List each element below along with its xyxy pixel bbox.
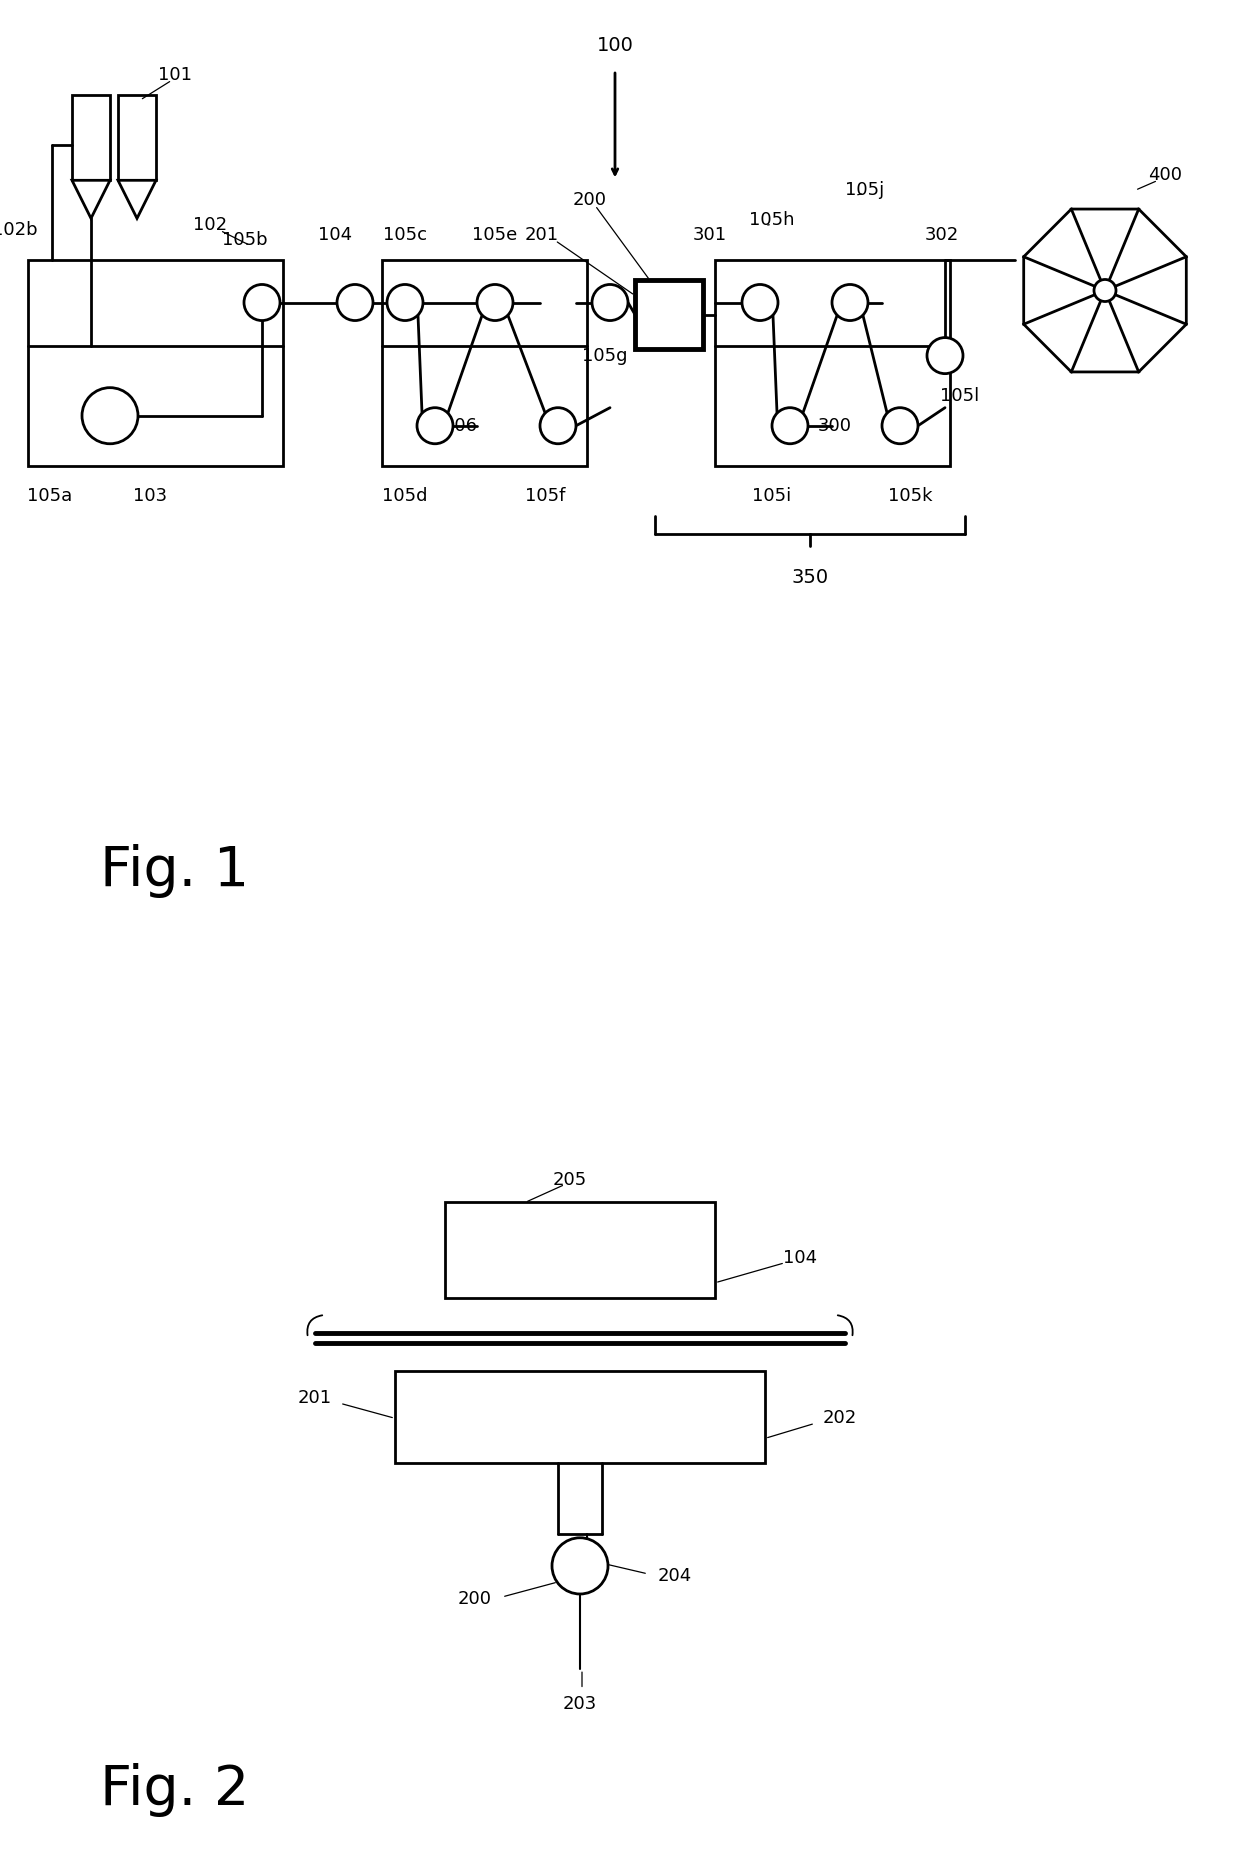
Text: 205: 205 [553, 1171, 587, 1189]
Text: 104: 104 [782, 1248, 817, 1267]
Text: 105b: 105b [222, 232, 268, 249]
Circle shape [928, 338, 963, 373]
Polygon shape [72, 180, 110, 219]
Bar [382, 260, 587, 466]
Polygon shape [118, 180, 156, 219]
Text: Fig. 2: Fig. 2 [100, 1762, 249, 1816]
Circle shape [773, 408, 808, 443]
Text: 105l: 105l [940, 386, 980, 404]
Text: 201: 201 [525, 226, 559, 245]
Text: 301: 301 [693, 226, 727, 245]
Circle shape [387, 284, 423, 321]
Text: 105e: 105e [472, 226, 517, 245]
Text: 103: 103 [133, 486, 167, 505]
Bar [29, 260, 283, 466]
Text: Fig. 1: Fig. 1 [100, 844, 249, 898]
Circle shape [1094, 280, 1116, 302]
Circle shape [417, 408, 453, 443]
Text: 105k: 105k [888, 486, 932, 505]
Circle shape [591, 284, 627, 321]
Bar [635, 280, 703, 349]
Circle shape [337, 284, 373, 321]
Text: 202: 202 [823, 1410, 857, 1426]
Text: 203: 203 [563, 1695, 598, 1714]
Text: 105d: 105d [382, 486, 428, 505]
Text: 201: 201 [298, 1389, 332, 1408]
Text: 106: 106 [443, 417, 477, 434]
Text: 350: 350 [791, 568, 828, 588]
Text: 105c: 105c [383, 226, 427, 245]
Text: 302: 302 [925, 226, 959, 245]
Circle shape [244, 284, 280, 321]
Bar [72, 95, 110, 180]
Text: 200: 200 [573, 191, 608, 210]
Circle shape [882, 408, 918, 443]
Text: 104: 104 [317, 226, 352, 245]
Text: 102: 102 [193, 217, 227, 234]
Circle shape [832, 284, 868, 321]
Text: 204: 204 [658, 1567, 692, 1584]
Text: 105f: 105f [525, 486, 565, 505]
Circle shape [539, 408, 577, 443]
Circle shape [82, 388, 138, 443]
Text: 200: 200 [458, 1590, 492, 1608]
Circle shape [477, 284, 513, 321]
Bar [396, 1371, 765, 1464]
Text: 105j: 105j [846, 182, 884, 198]
Text: 105g: 105g [583, 347, 627, 365]
Text: 102b: 102b [0, 221, 37, 239]
Circle shape [742, 284, 777, 321]
Text: 300: 300 [818, 417, 852, 434]
Circle shape [552, 1538, 608, 1593]
Text: 105a: 105a [27, 486, 73, 505]
Bar [118, 95, 156, 180]
Polygon shape [1024, 210, 1187, 373]
Bar [715, 260, 950, 466]
Text: 100: 100 [596, 35, 634, 54]
Bar [445, 1202, 715, 1298]
Text: 105i: 105i [753, 486, 791, 505]
Text: 400: 400 [1148, 167, 1182, 184]
Text: 105h: 105h [749, 211, 795, 230]
Text: 101: 101 [157, 67, 192, 83]
